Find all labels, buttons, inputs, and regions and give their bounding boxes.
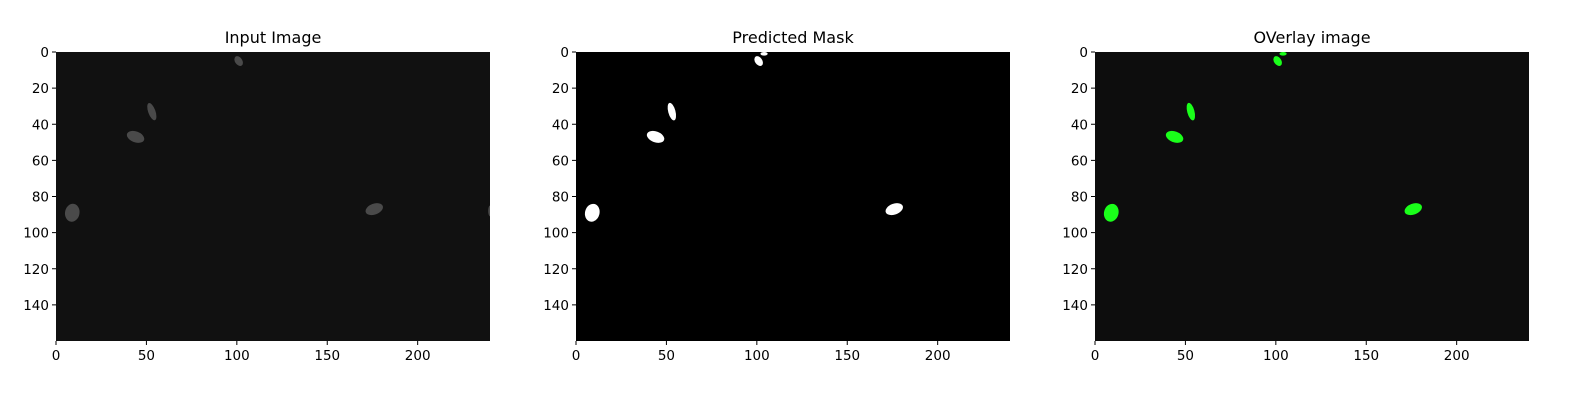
y-tick-label: 120 [1062, 262, 1088, 278]
x-tick-label: 200 [1444, 348, 1470, 364]
blob [365, 203, 383, 216]
subplot-title: OVerlay image [1253, 28, 1370, 47]
blob [126, 130, 145, 143]
subplot-1: Input Image 0 50 100 150 200 0 20 40 60 80 100 120 14… [23, 28, 490, 364]
subplot-title: Input Image [225, 28, 322, 47]
image-background [56, 52, 490, 341]
blob [1273, 56, 1282, 66]
x-tick-label: 100 [224, 348, 250, 364]
y-tick-label: 40 [32, 117, 49, 133]
blob [1404, 203, 1422, 216]
y-tick-label: 120 [23, 262, 49, 278]
blob [754, 56, 763, 66]
blob [885, 203, 903, 216]
image-background [1095, 52, 1529, 341]
y-tick-label: 120 [543, 262, 569, 278]
y-tick-label: 80 [32, 190, 49, 206]
blob [667, 102, 677, 121]
x-tick-label: 200 [925, 348, 951, 364]
y-tick-label: 60 [32, 153, 49, 169]
blob [64, 203, 80, 222]
x-tick-label: 0 [1091, 348, 1100, 364]
y-tick-label: 40 [1071, 117, 1088, 133]
blob-layer [584, 52, 903, 222]
blob-layer [64, 56, 490, 222]
blob [1103, 203, 1119, 222]
x-tick-label: 0 [572, 348, 581, 364]
x-tick-label: 150 [1353, 348, 1379, 364]
y-tick-label: 0 [40, 45, 49, 61]
y-tick-label: 20 [552, 81, 569, 97]
y-tick-label: 60 [1071, 153, 1088, 169]
blob [584, 203, 600, 222]
subplot-2: Predicted Mask 0 50 100 150 200 0 20 40 60 80 100 12… [543, 28, 1010, 364]
y-tick-label: 80 [1071, 190, 1088, 206]
y-tick-label: 40 [552, 117, 569, 133]
blob [488, 205, 490, 217]
x-tick-label: 150 [314, 348, 340, 364]
blob-layer [1103, 52, 1422, 222]
y-tick-label: 140 [1062, 298, 1088, 314]
y-tick-label: 80 [552, 190, 569, 206]
x-tick-label: 200 [405, 348, 431, 364]
image-background [576, 52, 1010, 341]
y-tick-label: 100 [543, 226, 569, 242]
y-tick-label: 140 [23, 298, 49, 314]
blob [646, 130, 665, 143]
x-tick-label: 0 [52, 348, 61, 364]
y-tick-label: 0 [560, 45, 569, 61]
blob [234, 56, 243, 66]
blob [1279, 52, 1287, 56]
x-tick-label: 50 [138, 348, 155, 364]
subplot-3: OVerlay image 0 50 100 150 200 0 20 40 60 80 100 120… [1062, 28, 1529, 364]
y-tick-label: 140 [543, 298, 569, 314]
y-tick-label: 0 [1079, 45, 1088, 61]
x-tick-label: 100 [744, 348, 770, 364]
x-tick-label: 100 [1263, 348, 1289, 364]
blob [1186, 102, 1196, 121]
blob [147, 103, 157, 121]
subplot-title: Predicted Mask [732, 28, 854, 47]
y-tick-label: 60 [552, 153, 569, 169]
y-tick-label: 20 [32, 81, 49, 97]
y-tick-label: 100 [1062, 226, 1088, 242]
x-tick-label: 50 [1177, 348, 1194, 364]
x-tick-label: 50 [658, 348, 675, 364]
y-tick-label: 100 [23, 226, 49, 242]
blob [760, 52, 768, 56]
x-tick-label: 150 [834, 348, 860, 364]
blob [1165, 130, 1184, 143]
y-tick-label: 20 [1071, 81, 1088, 97]
